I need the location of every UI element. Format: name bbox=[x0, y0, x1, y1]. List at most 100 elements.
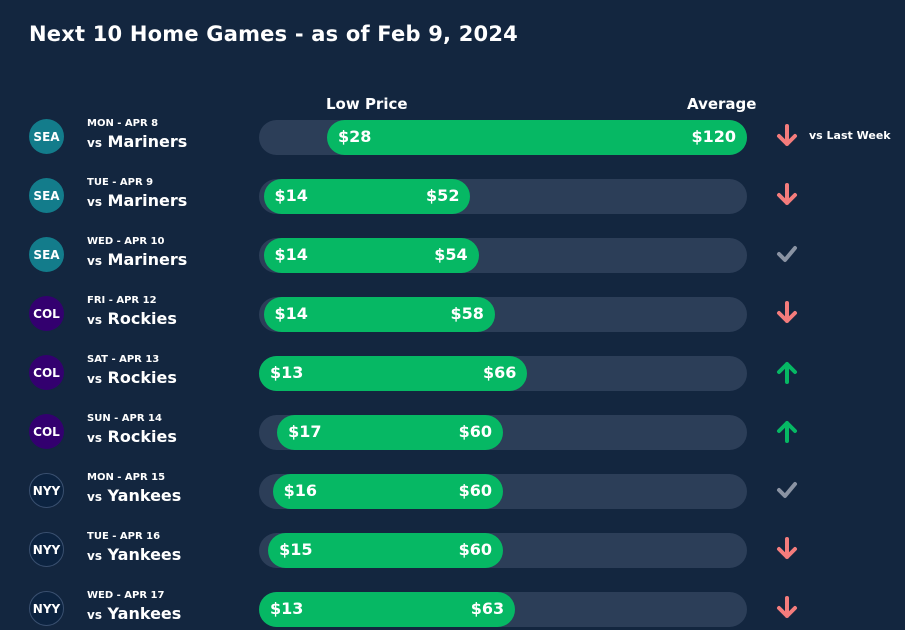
game-date: WED - APR 10 bbox=[87, 236, 165, 247]
average-price-label: $63 bbox=[470, 599, 505, 618]
average-price-label: $58 bbox=[450, 304, 484, 323]
game-row: NYY TUE - APR 16 vs Yankees $15 $60 bbox=[0, 531, 905, 571]
low-price-label: $13 bbox=[270, 363, 304, 382]
opponent: vs Mariners bbox=[87, 191, 187, 210]
price-range-bar: $14 $58 bbox=[263, 297, 495, 332]
game-row: COL SUN - APR 14 vs Rockies $17 $60 bbox=[0, 413, 905, 453]
game-row: SEA WED - APR 10 vs Mariners $14 $54 bbox=[0, 236, 905, 276]
average-price-label: $52 bbox=[426, 186, 460, 205]
game-row: NYY WED - APR 17 vs Yankees $13 $63 bbox=[0, 590, 905, 630]
game-date: FRI - APR 12 bbox=[87, 295, 157, 306]
trend-down-arrow-icon bbox=[777, 301, 797, 323]
average-price-label: $60 bbox=[458, 422, 492, 441]
team-badge: NYY bbox=[29, 473, 64, 508]
low-price-label: $17 bbox=[288, 422, 322, 441]
price-range-bar: $14 $54 bbox=[263, 238, 479, 273]
average-price-label: $60 bbox=[458, 481, 492, 500]
game-date: WED - APR 17 bbox=[87, 590, 165, 601]
price-track: $14 $54 bbox=[259, 238, 747, 273]
price-track: $14 $52 bbox=[259, 179, 747, 214]
trend-down-arrow-icon bbox=[777, 596, 797, 618]
trend-note: vs Last Week bbox=[809, 129, 891, 142]
game-date: TUE - APR 16 bbox=[87, 531, 161, 542]
vs-label: vs bbox=[87, 490, 102, 504]
average-price-label: $60 bbox=[458, 540, 492, 559]
column-header-average: Average bbox=[687, 95, 757, 113]
opponent: vs Mariners bbox=[87, 132, 187, 151]
opponent: vs Yankees bbox=[87, 604, 181, 623]
opponent-team: Yankees bbox=[107, 604, 182, 623]
price-range-bar: $14 $52 bbox=[263, 179, 471, 214]
opponent-team: Mariners bbox=[107, 250, 188, 269]
price-range-bar: $13 $66 bbox=[259, 356, 528, 391]
page-subtitle: Next 10 Home Games - as of Feb 9, 2024 bbox=[29, 22, 518, 46]
trend-down-arrow-icon bbox=[777, 124, 797, 146]
opponent-team: Rockies bbox=[107, 309, 177, 328]
team-badge: COL bbox=[29, 414, 64, 449]
opponent: vs Rockies bbox=[87, 309, 177, 328]
opponent: vs Yankees bbox=[87, 545, 181, 564]
team-badge: NYY bbox=[29, 532, 64, 567]
vs-label: vs bbox=[87, 372, 102, 386]
trend-up-arrow-icon bbox=[777, 421, 797, 443]
price-track: $14 $58 bbox=[259, 297, 747, 332]
low-price-label: $14 bbox=[274, 186, 308, 205]
game-row: SEA MON - APR 8 vs Mariners $28 $120 vs Last … bbox=[0, 118, 905, 158]
team-badge: COL bbox=[29, 296, 64, 331]
vs-label: vs bbox=[87, 254, 102, 268]
game-row: COL FRI - APR 12 vs Rockies $14 $58 bbox=[0, 295, 905, 335]
price-track: $13 $63 bbox=[259, 592, 747, 627]
price-track: $17 $60 bbox=[259, 415, 747, 450]
column-header-low-price: Low Price bbox=[326, 95, 408, 113]
team-badge: SEA bbox=[29, 119, 64, 154]
opponent: vs Mariners bbox=[87, 250, 187, 269]
vs-label: vs bbox=[87, 195, 102, 209]
price-range-bar: $28 $120 bbox=[327, 120, 747, 155]
game-date: SAT - APR 13 bbox=[87, 354, 160, 365]
price-range-bar: $13 $63 bbox=[259, 592, 516, 627]
game-row: COL SAT - APR 13 vs Rockies $13 $66 bbox=[0, 354, 905, 394]
game-row: SEA TUE - APR 9 vs Mariners $14 $52 bbox=[0, 177, 905, 217]
opponent-team: Mariners bbox=[107, 191, 188, 210]
low-price-label: $15 bbox=[279, 540, 313, 559]
opponent-team: Rockies bbox=[107, 427, 177, 446]
trend-unchanged-check-icon bbox=[777, 246, 797, 262]
vs-label: vs bbox=[87, 549, 102, 563]
opponent-team: Yankees bbox=[107, 545, 182, 564]
low-price-label: $14 bbox=[274, 245, 308, 264]
game-date: SUN - APR 14 bbox=[87, 413, 162, 424]
low-price-label: $13 bbox=[270, 599, 304, 618]
vs-label: vs bbox=[87, 608, 102, 622]
average-price-label: $54 bbox=[434, 245, 468, 264]
average-price-label: $66 bbox=[482, 363, 517, 382]
vs-label: vs bbox=[87, 431, 102, 445]
price-track: $13 $66 bbox=[259, 356, 747, 391]
opponent: vs Yankees bbox=[87, 486, 181, 505]
price-track: $16 $60 bbox=[259, 474, 747, 509]
opponent-team: Rockies bbox=[107, 368, 177, 387]
average-price-label: $120 bbox=[691, 127, 736, 146]
team-badge: NYY bbox=[29, 591, 64, 626]
vs-label: vs bbox=[87, 136, 102, 150]
price-track: $28 $120 bbox=[259, 120, 747, 155]
low-price-label: $28 bbox=[338, 127, 372, 146]
opponent-team: Yankees bbox=[107, 486, 182, 505]
team-badge: COL bbox=[29, 355, 64, 390]
opponent-team: Mariners bbox=[107, 132, 188, 151]
game-date: TUE - APR 9 bbox=[87, 177, 154, 188]
game-date: MON - APR 15 bbox=[87, 472, 166, 483]
low-price-label: $14 bbox=[274, 304, 308, 323]
vs-label: vs bbox=[87, 313, 102, 327]
team-badge: SEA bbox=[29, 178, 64, 213]
game-date: MON - APR 8 bbox=[87, 118, 159, 129]
game-row: NYY MON - APR 15 vs Yankees $16 $60 bbox=[0, 472, 905, 512]
low-price-label: $16 bbox=[283, 481, 317, 500]
price-range-bar: $15 $60 bbox=[268, 533, 503, 568]
trend-unchanged-check-icon bbox=[777, 482, 797, 498]
price-range-bar: $17 $60 bbox=[277, 415, 503, 450]
trend-up-arrow-icon bbox=[777, 362, 797, 384]
trend-down-arrow-icon bbox=[777, 537, 797, 559]
team-badge: SEA bbox=[29, 237, 64, 272]
price-range-bar: $16 $60 bbox=[272, 474, 503, 509]
opponent: vs Rockies bbox=[87, 368, 177, 387]
